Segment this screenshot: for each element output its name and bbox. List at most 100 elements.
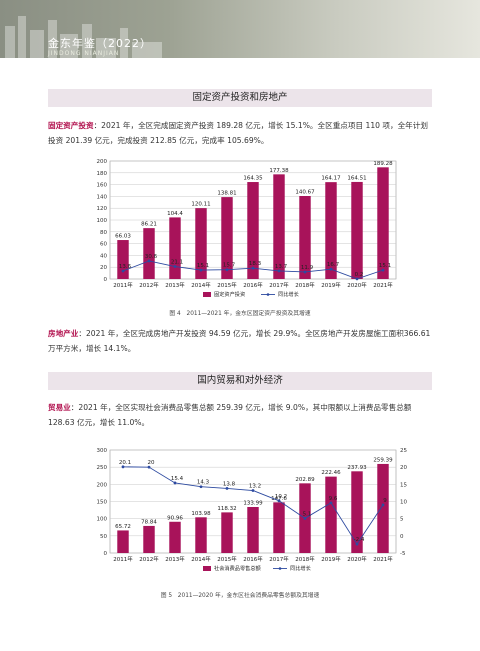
bar-value-label: 104.4 [167,211,183,217]
growth-point [173,265,177,268]
bar-value-label: 133.99 [243,500,263,506]
bar-value-label: 164.35 [243,176,263,182]
y2-tick-label: 5 [400,517,404,523]
y2-tick-label: 10 [400,500,407,506]
bar-value-label: 164.17 [321,176,341,182]
y-tick-label: 80 [100,230,107,236]
keyword-fixed-assets: 固定资产投资 [48,121,94,130]
legend-bar-swatch [203,566,211,571]
growth-value-label: 14.3 [197,480,210,486]
x-tick-label: 2021年 [373,281,393,289]
x-tick-label: 2019年 [321,555,341,563]
x-tick-label: 2018年 [295,281,315,289]
growth-value-label: 13.2 [249,484,261,490]
growth-value-label: 13.7 [275,264,288,270]
bar-value-label: 140.67 [295,190,315,196]
bar-value-label: 118.32 [217,506,236,512]
y-tick-label: 100 [97,517,108,523]
y-tick-label: 180 [97,171,108,177]
paragraph-trade: 贸易业：2021 年，全区实现社会消费品零售总额 259.39 亿元，增长 9.… [48,401,432,430]
bar [169,521,181,553]
growth-point [329,501,333,505]
x-tick-label: 2017年 [269,555,289,563]
growth-point [121,465,125,469]
growth-point [251,489,255,492]
figure-caption-4: 图 4 2011—2021 年，金东区固定资产投资及其增速 [169,311,311,317]
legend-bar-swatch [203,292,211,297]
bar-value-label: 259.39 [373,457,393,463]
figure-caption-5: 图 5 2011—2020 年，金东区社会消费品零售总额及其增速 [160,593,320,599]
bar-value-label: 189.28 [373,161,393,167]
growth-point [355,542,359,546]
legend-line-marker [266,293,270,296]
y-tick-label: 0 [104,551,108,557]
bar-value-label: 120.11 [191,202,210,208]
bar [351,181,363,279]
x-tick-label: 2020年 [347,555,367,563]
growth-point [381,503,385,507]
growth-point [225,268,229,272]
legend-bar-label: 社会消费品零售总额 [214,564,262,572]
y-tick-label: 50 [100,534,107,540]
bar-value-label: 222.46 [321,470,341,476]
bar-value-label: 202.89 [295,477,315,483]
growth-point [173,481,177,485]
x-tick-label: 2011年 [113,281,133,289]
bar [273,502,285,553]
y2-tick-label: 15 [400,482,407,488]
growth-point [225,487,229,490]
legend-line-label: 同比增长 [278,290,300,298]
x-tick-label: 2018年 [295,555,315,563]
bar [143,525,155,553]
paragraph-real-estate: 房地产业：2021 年，全区完成房地产开发投资 94.59 亿元，增长 29.9… [48,327,432,356]
bar [117,240,129,279]
x-tick-label: 2021年 [373,555,393,563]
y-tick-label: 120 [97,206,108,212]
growth-value-label: 0.2 [355,272,364,278]
growth-value-label: 30.6 [145,254,158,260]
growth-value-label: 16.7 [327,262,340,268]
chart-fixed-asset-investment: 0 20 40 60 80 100 120 140 160 180 200 66.03 2011年 86.… [97,159,397,298]
x-tick-label: 2016年 [243,555,263,563]
bar [143,228,155,279]
bar-value-label: 177.38 [269,168,289,174]
paragraph-fixed-assets: 固定资产投资：2021 年，全区完成固定资产投资 189.28 亿元，增长 15… [48,119,432,148]
growth-value-label: 15.1 [379,263,391,269]
y-tick-label: 200 [97,159,108,165]
bar-value-label: 86.21 [141,222,157,228]
growth-point [199,268,203,272]
x-tick-label: 2012年 [139,281,159,289]
growth-value-label: 13.6 [119,264,132,270]
y-tick-label: 40 [100,253,107,259]
growth-value-label: 5.1 [303,511,312,517]
bar-value-label: 66.03 [115,234,131,240]
x-tick-label: 2011年 [113,555,133,563]
bar-value-label: 138.81 [217,191,236,197]
header-title: 金东年鉴（2022） [48,37,152,50]
bar [247,506,259,553]
chart-retail-sales: 0 50 100 150 200 250 300 -5 0 5 10 15 20 25 65.72 2011年… [97,448,408,572]
bar-value-label: 78.84 [141,519,157,525]
bar [247,182,259,279]
legend-bar-label: 固定资产投资 [214,290,245,298]
growth-value-label: 21.1 [171,260,183,266]
bar-value-label: 90.96 [167,515,183,521]
y2-tick-label: -5 [400,551,406,557]
x-tick-label: 2014年 [191,555,211,563]
bar [299,196,311,279]
x-tick-label: 2020年 [347,281,367,289]
growth-value-label: 10.2 [275,494,287,500]
growth-value-label: 13.8 [223,481,236,487]
growth-point [251,266,255,270]
y-tick-label: 160 [97,183,108,189]
legend-line-marker [278,567,282,570]
section-title-trade: 国内贸易和对外经济 [48,372,432,390]
growth-point [329,267,333,271]
y2-tick-label: 25 [400,448,407,454]
growth-point [121,269,125,273]
x-tick-label: 2015年 [217,555,237,563]
growth-value-label: 20.1 [119,460,131,466]
bar-value-label: 237.93 [347,465,367,471]
y-tick-label: 100 [97,218,108,224]
x-tick-label: 2016年 [243,281,263,289]
